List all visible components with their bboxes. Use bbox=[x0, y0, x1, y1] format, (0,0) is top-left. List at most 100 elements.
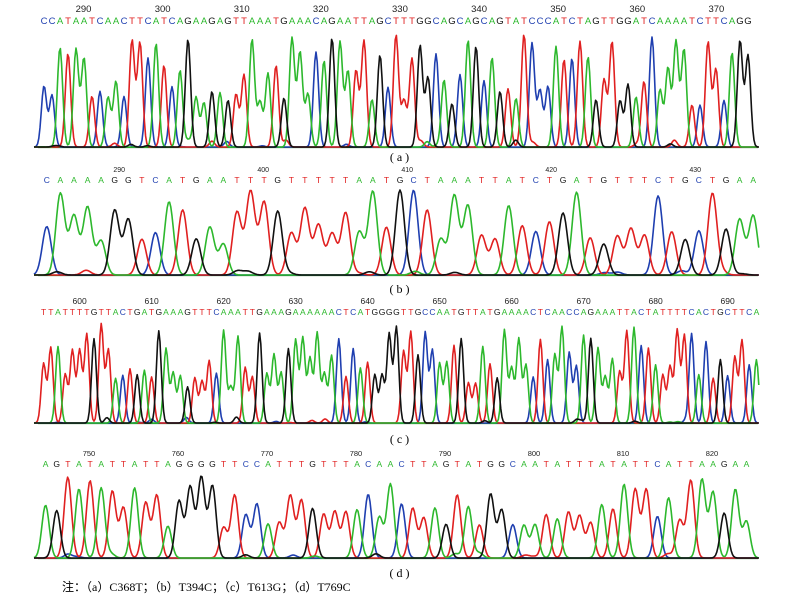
base-call-t: T bbox=[588, 175, 593, 185]
position-tick-label: 820 bbox=[706, 449, 719, 458]
base-call-c: C bbox=[365, 459, 371, 469]
position-tick-label: 790 bbox=[439, 449, 452, 458]
base-call-g: G bbox=[415, 307, 422, 317]
position-tick-label: 320 bbox=[313, 4, 329, 15]
base-call-t: T bbox=[547, 175, 552, 185]
base-call-g: G bbox=[723, 175, 730, 185]
base-call-t: T bbox=[110, 459, 115, 469]
base-call-a: A bbox=[217, 16, 224, 27]
position-tick-label: 360 bbox=[629, 4, 645, 15]
base-call-a: A bbox=[178, 307, 184, 317]
base-call-c: C bbox=[649, 16, 656, 27]
base-call-t: T bbox=[677, 459, 682, 469]
base-call-c: C bbox=[537, 16, 544, 27]
base-call-a: A bbox=[221, 175, 227, 185]
base-call-t: T bbox=[588, 459, 593, 469]
base-call-t: T bbox=[455, 459, 460, 469]
base-call-a: A bbox=[710, 459, 716, 469]
base-call-c: C bbox=[654, 459, 660, 469]
base-call-g: G bbox=[280, 16, 287, 27]
base-call-t: T bbox=[544, 459, 549, 469]
base-call-t: T bbox=[192, 307, 197, 317]
base-call-a: A bbox=[699, 459, 705, 469]
base-call-a: A bbox=[681, 16, 688, 27]
base-call-a: A bbox=[163, 307, 169, 317]
position-tick-label: 400 bbox=[257, 167, 269, 174]
base-call-g: G bbox=[744, 16, 751, 27]
base-call-g: G bbox=[393, 307, 400, 317]
base-call-a: A bbox=[307, 307, 313, 317]
base-call-t: T bbox=[466, 307, 471, 317]
base-call-t: T bbox=[316, 175, 321, 185]
base-call-t: T bbox=[221, 459, 226, 469]
base-call-t: T bbox=[566, 459, 571, 469]
base-call-t: T bbox=[689, 16, 695, 27]
base-call-a: A bbox=[264, 307, 270, 317]
position-tick-label: 690 bbox=[721, 296, 735, 306]
base-call-g: G bbox=[682, 175, 689, 185]
base-call-a: A bbox=[221, 307, 227, 317]
base-call-a: A bbox=[521, 459, 527, 469]
base-call-t: T bbox=[410, 459, 415, 469]
base-call-t: T bbox=[624, 307, 629, 317]
base-call-a: A bbox=[480, 307, 486, 317]
base-call-a: A bbox=[271, 307, 277, 317]
base-call-t: T bbox=[667, 307, 672, 317]
base-call-a: A bbox=[265, 16, 272, 27]
base-call-g: G bbox=[624, 16, 631, 27]
base-call-t: T bbox=[644, 459, 649, 469]
base-call-t: T bbox=[180, 175, 185, 185]
base-call-a: A bbox=[235, 307, 241, 317]
base-call-t: T bbox=[353, 16, 359, 27]
base-call-t: T bbox=[688, 459, 693, 469]
base-call-c: C bbox=[569, 16, 576, 27]
base-call-a: A bbox=[437, 307, 443, 317]
base-call-a: A bbox=[193, 16, 200, 27]
base-call-t: T bbox=[87, 459, 92, 469]
base-call-a: A bbox=[105, 16, 112, 27]
base-call-t: T bbox=[241, 16, 247, 27]
base-call-c: C bbox=[398, 459, 404, 469]
base-call-t: T bbox=[65, 16, 71, 27]
base-call-t: T bbox=[329, 175, 334, 185]
base-call-t: T bbox=[409, 16, 415, 27]
base-call-a: A bbox=[610, 307, 616, 317]
base-call-a: A bbox=[732, 459, 738, 469]
base-call-g: G bbox=[193, 175, 200, 185]
base-call-c: C bbox=[697, 16, 704, 27]
base-call-t: T bbox=[288, 459, 293, 469]
base-call-a: A bbox=[249, 16, 256, 27]
base-call-t: T bbox=[63, 307, 68, 317]
trace-g bbox=[34, 325, 759, 424]
trace-c bbox=[33, 189, 759, 276]
base-call-g: G bbox=[560, 175, 567, 185]
base-call-c: C bbox=[530, 307, 536, 317]
base-call-t: T bbox=[121, 459, 126, 469]
base-call-t: T bbox=[207, 307, 212, 317]
position-tick-label: 600 bbox=[73, 296, 87, 306]
base-call-t: T bbox=[343, 307, 348, 317]
base-call-t: T bbox=[365, 307, 370, 317]
base-call-g: G bbox=[472, 16, 479, 27]
base-call-a: A bbox=[228, 307, 234, 317]
base-call-g: G bbox=[386, 307, 393, 317]
base-call-t: T bbox=[633, 459, 638, 469]
base-call-g: G bbox=[256, 307, 263, 317]
base-call-c: C bbox=[545, 307, 551, 317]
base-call-t: T bbox=[401, 307, 406, 317]
base-call-a: A bbox=[554, 459, 560, 469]
base-call-g: G bbox=[487, 459, 494, 469]
base-call-g: G bbox=[416, 16, 423, 27]
base-call-t: T bbox=[561, 16, 567, 27]
base-call-a: A bbox=[744, 459, 750, 469]
base-call-a: A bbox=[633, 16, 640, 27]
base-call-c: C bbox=[121, 16, 128, 27]
base-call-t: T bbox=[99, 307, 104, 317]
base-call-t: T bbox=[479, 175, 484, 185]
position-tick-label: 300 bbox=[155, 4, 171, 15]
base-call-a: A bbox=[523, 307, 529, 317]
base-call-a: A bbox=[506, 175, 512, 185]
trace-g bbox=[34, 189, 759, 276]
chromatogram-panel-c: 600 610 620 630 640 650 660 670 680 690 T T A T T T T G T T… bbox=[0, 295, 799, 445]
